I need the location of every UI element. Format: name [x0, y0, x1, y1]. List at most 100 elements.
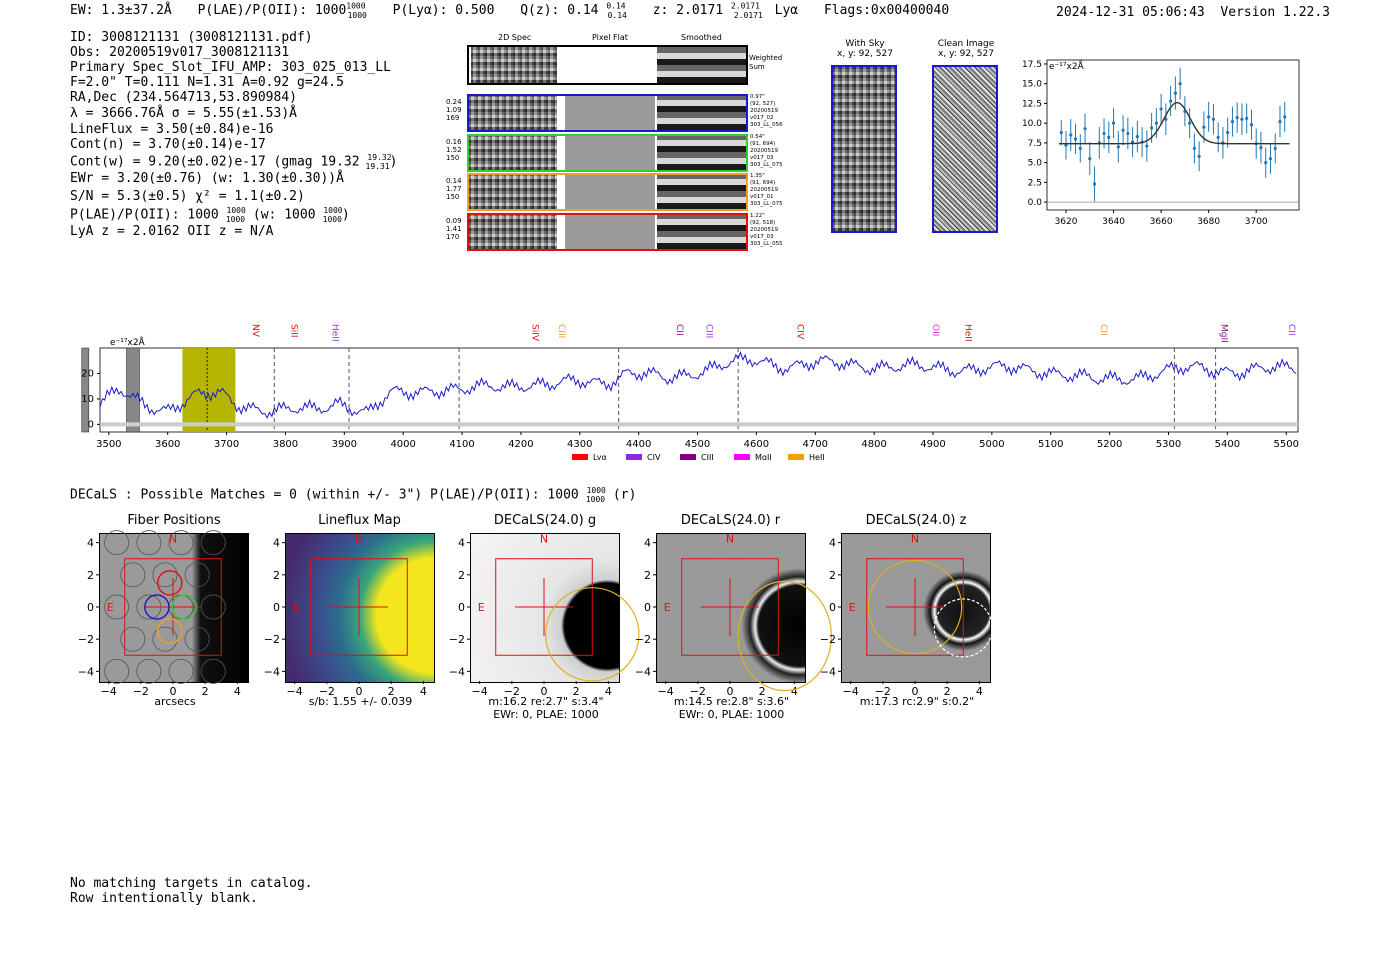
spectrum-xtick-label: 4400	[626, 439, 651, 450]
cutout-ytick-label: 4	[458, 537, 465, 550]
cutout-overlay: −4 −4 −2 −2 0 0 2 2 4 4 N E	[820, 533, 993, 698]
zoom-data-point	[1078, 146, 1082, 151]
spectrum-ytick-label: 0	[88, 419, 94, 430]
footer-line-1: No matching targets in catalog.	[70, 876, 313, 891]
aperture-ellipse	[736, 580, 832, 692]
emission-line-label: MgII	[1219, 324, 1229, 343]
zoom-data-point	[1116, 145, 1120, 149]
cutout-ytick-label: 2	[458, 569, 465, 582]
fiber-circle	[184, 562, 210, 588]
fiber-circle	[136, 530, 162, 556]
emission-line-label: SiII	[288, 324, 298, 338]
fiber-2d-image	[469, 96, 557, 130]
cutout-ytick-label: −2	[820, 633, 836, 646]
zoom-xtick-label: 3620	[1055, 217, 1078, 227]
cutout-caption-2: EWr: 0, PLAE: 1000	[678, 708, 785, 721]
spectrum-xtick-label: 5400	[1215, 439, 1240, 450]
spectrum-xtick-label: 4100	[449, 439, 474, 450]
fiber-label-line: 0.09	[446, 216, 462, 225]
legend-swatch	[626, 454, 642, 460]
cutout-ytick-label: 4	[829, 537, 836, 550]
spectrum-xtick-label: 3500	[96, 439, 121, 450]
spectrum-xtick-label: 5100	[1038, 439, 1063, 450]
cutout-xtick-label: 4	[234, 685, 241, 698]
fiber-meta-line: 303_LL_056	[750, 122, 783, 128]
zoom-fit-curve	[1058, 102, 1290, 145]
info-plae: P(LAE)/P(OII): 1000 10001000 (w: 1000 10…	[70, 206, 350, 224]
cutout-image	[841, 533, 991, 683]
zoom-data-point	[1192, 146, 1196, 151]
cutout-caption-2: EWr: 0, PLAE: 1000	[493, 708, 599, 721]
zoom-data-point	[1083, 127, 1087, 131]
selected-fiber-circle	[171, 594, 198, 620]
fiber-meta-line: v017_03	[750, 233, 774, 240]
fiber-meta-line: v017_03	[750, 154, 774, 161]
cutout-caption-1: arcsecs	[154, 695, 196, 708]
fiber-circle	[120, 562, 146, 588]
zoom-ytick-label: 0.0	[1028, 198, 1043, 208]
spectrum-xtick-label: 5500	[1273, 439, 1298, 450]
fiber-meta-line: 303_LL_075	[750, 201, 783, 207]
fiber-circle	[136, 658, 162, 684]
fiber-smoothed-image	[657, 214, 746, 249]
fit-window-highlight	[182, 348, 236, 432]
zoom-data-point	[1064, 143, 1068, 147]
spectrum-ytick-label: 10	[81, 394, 94, 405]
cutout-xtick-label: −4	[843, 685, 859, 698]
full-spectrum-chart: 0 10 20 3500 3600 3700 3800 3900 4000 4100 4200 430…	[81, 324, 1299, 460]
spectrum-xtick-label: 5300	[1156, 439, 1181, 450]
cutout-caption-1: m:16.2 re:2.7" s:3.4"	[488, 695, 604, 708]
spectrum-unit-label: e⁻¹⁷x2Å	[110, 336, 146, 348]
cutout-xtick-label: −2	[875, 685, 891, 698]
cutout-ytick-label: −2	[78, 633, 94, 646]
zoom-data-point	[1211, 117, 1216, 121]
spectrum-xtick-label: 4500	[685, 439, 710, 450]
cutout-ytick-label: 2	[644, 569, 651, 582]
footer-line-2: Row intentionally blank.	[70, 891, 258, 906]
legend-label: CIV	[647, 453, 661, 460]
with-sky-image	[831, 65, 897, 233]
header-plya: P(Lyα): 0.500	[392, 3, 495, 19]
fiber-label-line: 0.14	[446, 177, 462, 185]
cutout-xtick-label: 0	[912, 685, 919, 698]
zoom-data-point	[1150, 126, 1154, 130]
fiber-row	[467, 212, 748, 251]
fiber-meta-line: 20200519	[750, 226, 778, 233]
fiber-smoothed-image	[657, 135, 746, 170]
fiber-circle	[200, 594, 226, 620]
cutout-xtick-label: 4	[976, 685, 983, 698]
north-label: N	[911, 533, 919, 546]
header-timestamp: 2024-12-31 05:06:43 Version 1.22.3	[1056, 5, 1330, 20]
cutout-caption-1: m:14.5 re:2.8" s:3.6"	[673, 695, 790, 708]
weighted-2d-image	[471, 47, 557, 83]
fiber-circle	[168, 658, 194, 684]
cutout-image	[284, 533, 435, 683]
header-plae: P(LAE)/P(OII): 100010001000	[197, 2, 367, 20]
zoom-data-point	[1169, 99, 1173, 103]
fiber-circle	[184, 626, 210, 652]
zoom-data-point	[1069, 133, 1073, 137]
fiber-row-meta: 1.35" (91, 694) 20200519 v017_01 303_LL_075	[750, 173, 783, 208]
fiber-circle	[104, 530, 130, 556]
emission-line-label: NV	[250, 324, 260, 338]
cutout-image	[655, 533, 806, 683]
emission-line-label: HeII	[962, 324, 972, 342]
zoom-data-point	[1164, 117, 1168, 121]
cutout-xtick-label: −4	[472, 685, 488, 698]
spectrum-xtick-label: 3800	[273, 439, 298, 450]
cutout-title: DECaLS(24.0) z	[865, 513, 967, 528]
cutout-ytick-label: −4	[263, 665, 279, 678]
zoom-data-point	[1202, 125, 1206, 129]
fiber-meta-line: 1.22"	[750, 212, 765, 219]
info-sn: S/N = 5.3(±0.5) χ² = 1.1(±0.2)	[70, 189, 305, 204]
legend-swatch	[734, 454, 750, 460]
search-box	[495, 558, 593, 656]
zoom-xtick-label: 3700	[1245, 217, 1268, 227]
cutout-xtick-label: −2	[133, 685, 149, 698]
aperture-ellipse	[867, 559, 963, 655]
zoom-data-point	[1278, 119, 1282, 124]
spectrum-xtick-label: 5200	[1097, 439, 1122, 450]
info-radec: RA,Dec (234.564713,53.890984)	[70, 90, 297, 105]
spectrum-xtick-label: 4300	[567, 439, 592, 450]
cutout-title: Fiber Positions	[127, 513, 221, 528]
